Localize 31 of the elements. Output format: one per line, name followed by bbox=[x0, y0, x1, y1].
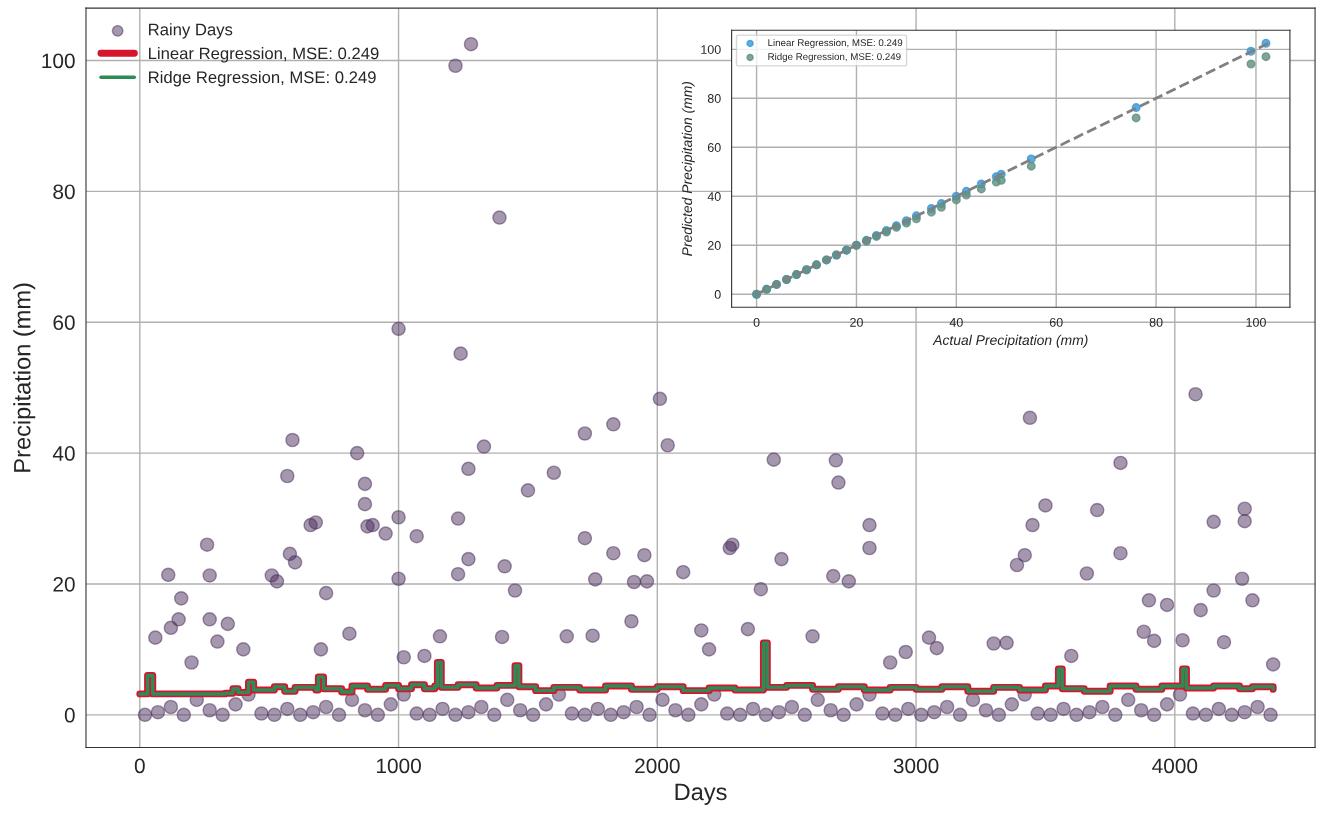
legend-label: Linear Regression, MSE: 0.249 bbox=[768, 38, 903, 49]
y-tick-label: 20 bbox=[53, 576, 75, 592]
y-tick-label: 80 bbox=[707, 94, 721, 103]
legend-label: Ridge Regression, MSE: 0.249 bbox=[149, 70, 376, 87]
x-tick-label: 4000 bbox=[1152, 758, 1198, 774]
x-tick-label: 60 bbox=[1049, 317, 1063, 327]
x-axis-title: Actual Precipitation (mm) bbox=[932, 334, 1088, 348]
y-tick-label: 20 bbox=[707, 241, 721, 250]
x-tick-label: 80 bbox=[1149, 317, 1163, 327]
legend-label: Rainy Days bbox=[149, 23, 233, 39]
y-tick-label: 80 bbox=[53, 184, 75, 200]
y-tick-label: 100 bbox=[42, 53, 75, 69]
y-tick-label: 0 bbox=[714, 290, 721, 299]
y-axis-title: Predicted Precipitation (mm) bbox=[681, 81, 695, 256]
x-tick-label: 0 bbox=[753, 317, 760, 327]
x-tick-label: 40 bbox=[949, 317, 963, 327]
x-axis-title: Days bbox=[675, 783, 727, 805]
x-tick-label: 100 bbox=[1246, 317, 1266, 327]
x-tick-label: 20 bbox=[850, 317, 863, 327]
y-tick-label: 60 bbox=[707, 143, 721, 152]
legend-label: Ridge Regression, MSE: 0.249 bbox=[768, 52, 901, 62]
y-tick-label: 40 bbox=[707, 192, 721, 201]
x-tick-label: 3000 bbox=[893, 758, 939, 774]
y-axis-title: Precipitation (mm) bbox=[13, 283, 36, 472]
x-tick-label: 2000 bbox=[635, 758, 680, 774]
x-tick-label: 1000 bbox=[376, 758, 421, 774]
y-tick-label: 100 bbox=[701, 45, 721, 54]
y-tick-label: 0 bbox=[64, 707, 75, 723]
legend-label: Linear Regression, MSE: 0.249 bbox=[149, 47, 379, 63]
x-tick-label: 0 bbox=[134, 758, 145, 774]
y-tick-label: 40 bbox=[52, 446, 75, 461]
